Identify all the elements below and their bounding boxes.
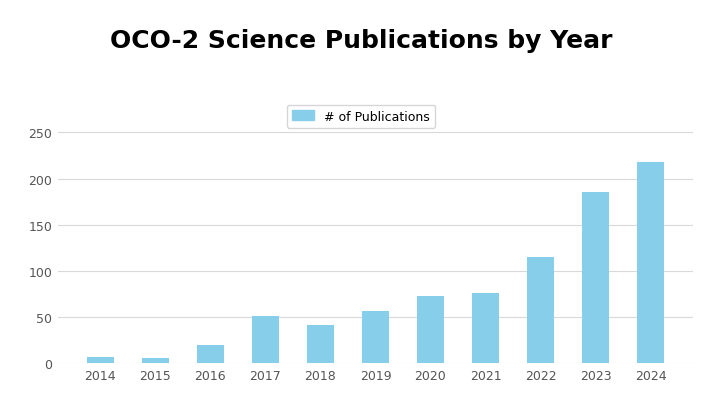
- Bar: [362, 311, 389, 363]
- Bar: [252, 316, 279, 363]
- Bar: [637, 163, 664, 363]
- Bar: [582, 193, 609, 363]
- Bar: [142, 358, 169, 363]
- Bar: [87, 357, 114, 363]
- Legend: # of Publications: # of Publications: [287, 105, 435, 128]
- Bar: [417, 296, 444, 363]
- Bar: [527, 257, 554, 363]
- Bar: [196, 345, 224, 363]
- Bar: [471, 293, 499, 363]
- Bar: [307, 325, 334, 363]
- Text: OCO-2 Science Publications by Year: OCO-2 Science Publications by Year: [110, 29, 612, 53]
